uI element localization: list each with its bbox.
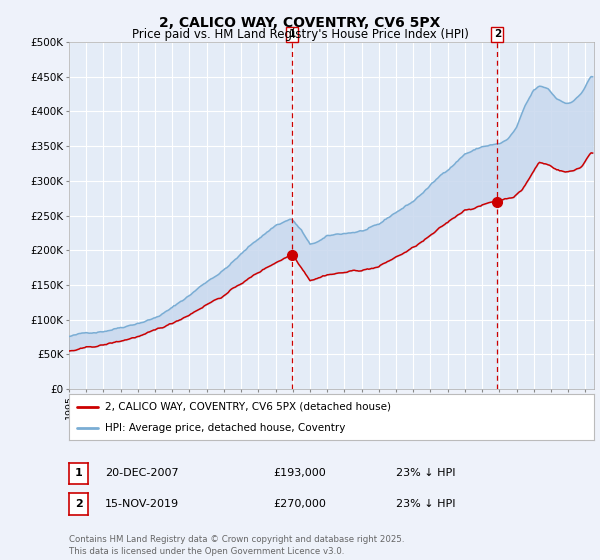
Text: HPI: Average price, detached house, Coventry: HPI: Average price, detached house, Cove… [105,423,345,433]
Text: 2: 2 [494,29,501,39]
Text: 23% ↓ HPI: 23% ↓ HPI [396,468,455,478]
Text: 2: 2 [75,499,82,509]
Text: Contains HM Land Registry data © Crown copyright and database right 2025.
This d: Contains HM Land Registry data © Crown c… [69,535,404,556]
Text: 2, CALICO WAY, COVENTRY, CV6 5PX: 2, CALICO WAY, COVENTRY, CV6 5PX [160,16,440,30]
Text: £270,000: £270,000 [273,499,326,509]
Text: Price paid vs. HM Land Registry's House Price Index (HPI): Price paid vs. HM Land Registry's House … [131,28,469,41]
Text: £193,000: £193,000 [273,468,326,478]
Text: 15-NOV-2019: 15-NOV-2019 [105,499,179,509]
Text: 2, CALICO WAY, COVENTRY, CV6 5PX (detached house): 2, CALICO WAY, COVENTRY, CV6 5PX (detach… [105,402,391,412]
Text: 23% ↓ HPI: 23% ↓ HPI [396,499,455,509]
Text: 1: 1 [75,468,82,478]
Text: 20-DEC-2007: 20-DEC-2007 [105,468,179,478]
Text: 1: 1 [289,29,296,39]
